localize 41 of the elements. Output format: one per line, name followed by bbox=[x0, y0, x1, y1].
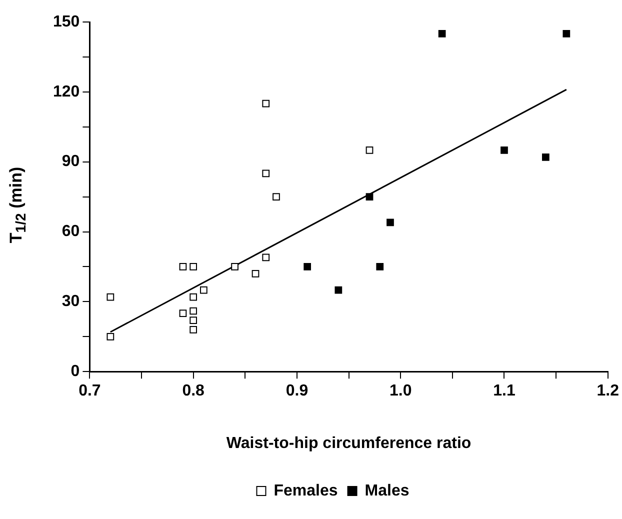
point bbox=[179, 263, 187, 270]
point bbox=[190, 316, 198, 324]
x-tick-label: 1.1 bbox=[493, 382, 516, 400]
y-tick-label: 0 bbox=[70, 363, 80, 380]
legend-label: Females bbox=[274, 482, 338, 500]
point bbox=[106, 332, 114, 340]
point bbox=[366, 193, 374, 200]
point bbox=[542, 153, 550, 161]
point bbox=[272, 193, 280, 200]
point bbox=[252, 270, 260, 278]
y-tick-label: 30 bbox=[62, 293, 80, 310]
x-tick-label: 0.9 bbox=[286, 382, 308, 400]
point bbox=[562, 30, 570, 38]
point bbox=[334, 286, 342, 294]
point bbox=[190, 307, 198, 315]
x-tick-label: 1.2 bbox=[596, 382, 620, 400]
point bbox=[190, 263, 198, 270]
y-tick-label: 90 bbox=[62, 153, 80, 170]
point bbox=[190, 326, 198, 334]
point bbox=[262, 254, 270, 262]
point bbox=[366, 146, 374, 154]
point bbox=[438, 30, 446, 38]
x-axis-title: Waist-to-hip circumference ratio bbox=[226, 434, 472, 452]
point bbox=[500, 146, 508, 154]
point bbox=[200, 286, 208, 294]
x-tick-label: 1.0 bbox=[389, 382, 412, 400]
point bbox=[304, 263, 312, 270]
legend-label: Males bbox=[364, 482, 410, 500]
point bbox=[179, 310, 187, 318]
x-tick-label: 0.8 bbox=[182, 382, 205, 400]
point bbox=[376, 263, 384, 270]
point bbox=[262, 170, 270, 178]
point bbox=[386, 218, 394, 226]
y-tick-label: 150 bbox=[52, 13, 80, 30]
point bbox=[190, 293, 198, 301]
y-tick-label: 60 bbox=[62, 223, 80, 240]
point bbox=[262, 100, 270, 108]
y-tick-label: 120 bbox=[52, 83, 80, 100]
point bbox=[106, 293, 114, 301]
x-tick-label: 0.7 bbox=[78, 382, 101, 400]
point bbox=[231, 263, 238, 270]
